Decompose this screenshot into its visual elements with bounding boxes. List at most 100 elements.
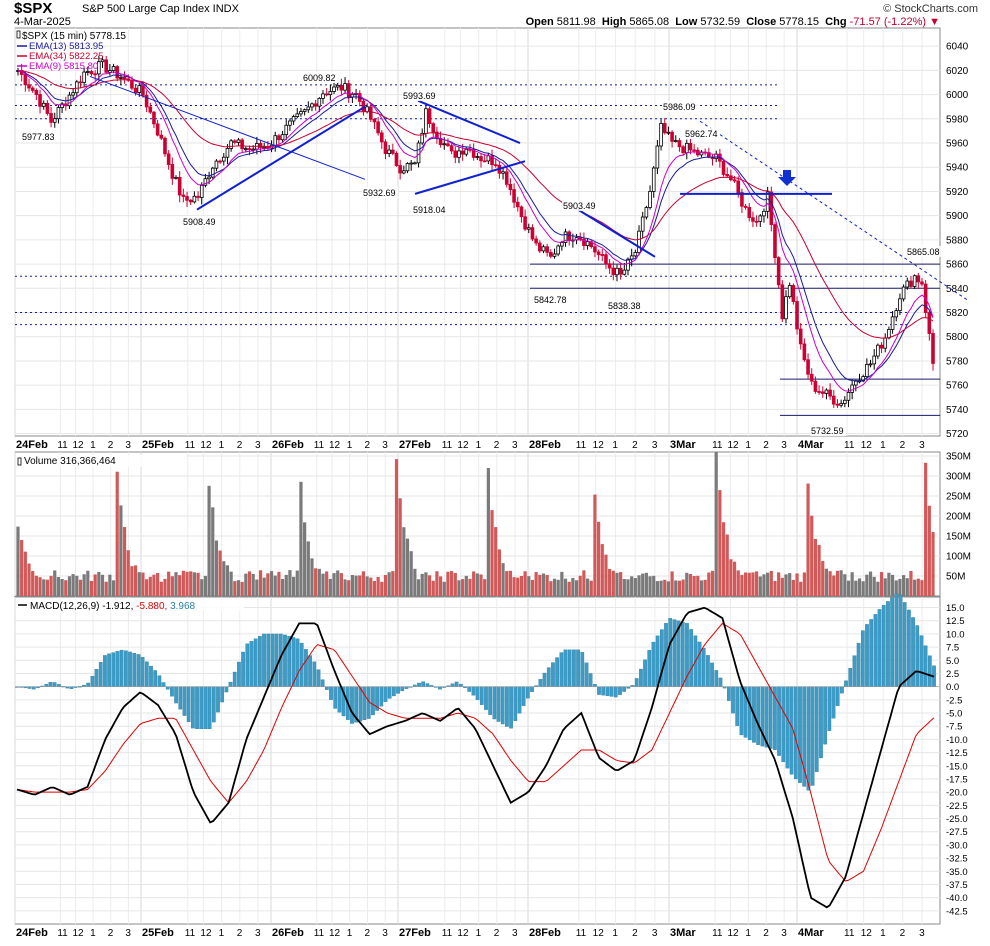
candle-body xyxy=(119,77,123,79)
candle-body xyxy=(277,135,281,141)
macd-tick-label: -40.0 xyxy=(946,893,968,904)
ema9-line xyxy=(17,70,934,392)
macd-histogram-bar xyxy=(149,665,153,687)
candle-body xyxy=(133,87,138,93)
volume-bar xyxy=(747,572,751,596)
macd-histogram-bar xyxy=(588,673,593,687)
volume-bar xyxy=(64,580,68,596)
macd-hour-label: 12 xyxy=(329,928,341,939)
candle-body xyxy=(593,246,597,253)
candle-body xyxy=(446,143,450,147)
macd-tick-label: -30.0 xyxy=(946,840,968,851)
volume-bar xyxy=(758,576,762,596)
volume-bar xyxy=(354,575,358,596)
macd-histogram-bar xyxy=(555,657,560,687)
macd-histogram-bar xyxy=(823,686,827,745)
close-value: 5778.15 xyxy=(779,16,820,28)
macd-histogram-bar xyxy=(718,677,723,687)
macd-histogram-bar xyxy=(869,619,874,687)
ohlc-readout: Open 5811.98 High 5865.08 Low 5732.59 Cl… xyxy=(526,16,940,28)
price-hour-label: 2 xyxy=(763,440,769,451)
macd-histogram-bar xyxy=(44,683,49,687)
candle-body xyxy=(394,152,399,166)
volume-bar xyxy=(277,571,281,596)
volume-bar xyxy=(608,568,612,596)
price-annotation-bg xyxy=(906,246,942,257)
volume-bar xyxy=(398,498,402,596)
macd-histogram-bar xyxy=(819,686,823,759)
candle-body xyxy=(453,150,458,158)
volume-bar xyxy=(795,573,799,596)
volume-bar xyxy=(850,572,854,596)
macd-title-bg xyxy=(16,599,244,611)
candle-body xyxy=(887,329,891,339)
candle-body xyxy=(872,355,877,365)
macd-histogram-bar xyxy=(592,683,597,687)
candle-body xyxy=(302,109,307,112)
macd-histogram-bar xyxy=(262,633,266,687)
price-session-label: 28Feb xyxy=(529,439,561,451)
macd-histogram-bar xyxy=(505,686,509,727)
macd-histogram-bar xyxy=(668,618,673,687)
candle-body xyxy=(71,92,75,96)
price-hour-label: 11 xyxy=(576,440,587,451)
volume-bar xyxy=(427,575,432,596)
macd-histogram-bar xyxy=(362,686,367,720)
macd-hour-label: 11 xyxy=(57,928,68,939)
candle-body xyxy=(791,285,796,302)
macd-histogram-bar xyxy=(898,594,903,687)
macd-histogram-bar xyxy=(119,649,124,687)
volume-bar xyxy=(909,571,913,596)
volume-bar xyxy=(648,576,652,596)
macd-histogram-bar xyxy=(856,642,861,687)
macd-histogram-bar xyxy=(178,686,183,710)
volume-bar xyxy=(593,494,597,596)
candle-body xyxy=(427,108,432,125)
price-annotation-bg xyxy=(182,216,218,227)
candle-body xyxy=(203,178,208,186)
candle-body xyxy=(52,118,57,123)
price-tick-label: 6040 xyxy=(946,42,969,53)
volume-bar xyxy=(255,579,259,596)
volume-bar xyxy=(181,570,185,596)
macd-tick-label: 12.5 xyxy=(946,616,965,627)
volume-bar xyxy=(835,570,840,596)
price-session-label: 24Feb xyxy=(16,439,48,451)
candle-body xyxy=(831,395,836,405)
macd-histogram-bar xyxy=(881,605,886,687)
candle-body xyxy=(916,275,921,283)
macd-histogram-bar xyxy=(387,686,392,699)
candle-body xyxy=(725,174,730,177)
volume-bar xyxy=(806,483,810,596)
volume-bar xyxy=(156,572,160,596)
macd-histogram-bar xyxy=(186,686,191,723)
candle-body xyxy=(27,84,31,89)
candle-body xyxy=(185,196,189,201)
volume-bar xyxy=(780,577,784,596)
volume-bar xyxy=(53,570,57,596)
price-tick-label: 5940 xyxy=(946,163,969,174)
macd-histogram-bar xyxy=(182,686,187,716)
volume-bar xyxy=(34,575,38,596)
volume-bar xyxy=(394,459,399,596)
macd-histogram-bar xyxy=(860,630,865,687)
volume-bar xyxy=(416,579,421,596)
macd-histogram-bar xyxy=(605,686,610,696)
price-hour-label: 12 xyxy=(727,440,739,451)
volume-bar xyxy=(699,580,704,596)
macd-histogram-bar xyxy=(911,617,915,687)
candle-body xyxy=(288,120,292,126)
candle-body xyxy=(482,160,487,163)
macd-histogram-bar xyxy=(94,669,99,687)
candle-body xyxy=(163,137,167,155)
candle-body xyxy=(721,160,726,175)
macd-histogram-bar xyxy=(216,686,220,713)
macd-histogram-bar xyxy=(103,655,107,687)
macd-histogram-bar xyxy=(111,652,116,687)
candle-body xyxy=(618,267,623,275)
candle-body xyxy=(670,131,674,142)
candle-body xyxy=(526,227,531,230)
volume-bar xyxy=(229,571,233,596)
candle-body xyxy=(247,148,252,151)
